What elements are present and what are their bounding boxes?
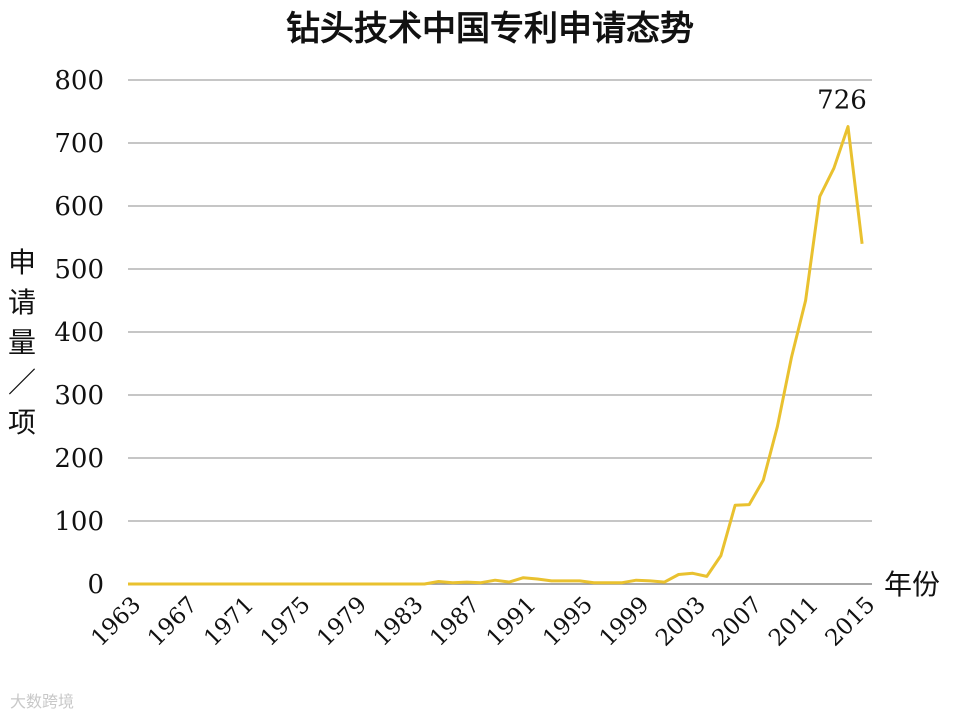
y-tick-label: 800 (54, 66, 104, 96)
x-tick-label: 1975 (256, 592, 316, 652)
y-tick-label: 300 (54, 381, 104, 411)
y-tick-label: 400 (54, 318, 104, 348)
y-tick-label: 0 (87, 570, 104, 600)
x-tick-label: 2011 (764, 592, 824, 652)
y-tick-label: 500 (54, 255, 104, 285)
x-tick-label: 1987 (425, 592, 485, 652)
y-tick-label: 200 (54, 444, 104, 474)
x-axis-label: 年份 (884, 568, 940, 601)
y-tick-labels: 0 100 200 300 400 500 600 700 800 (54, 66, 104, 600)
x-tick-labels: 1963196719711975197919831987199119951999… (86, 592, 880, 652)
y-axis-label-char: 量 (8, 326, 36, 359)
peak-data-label: 726 (817, 86, 867, 116)
x-tick-label: 1967 (143, 592, 203, 652)
x-tick-label: 1999 (595, 592, 655, 652)
y-axis-label: 申请量 ／ 项 (8, 246, 36, 439)
watermark-text: 大数跨境 (10, 692, 75, 711)
y-axis-label-char: 项 (8, 406, 36, 439)
x-tick-label: 1995 (538, 592, 598, 652)
y-tick-label: 100 (54, 507, 104, 537)
gridlines (128, 79, 872, 522)
x-tick-label: 2003 (651, 592, 711, 652)
x-tick-label: 1963 (86, 592, 146, 652)
x-tick-label: 1979 (312, 592, 372, 652)
y-axis-label-char: ／ (8, 366, 36, 399)
series-line (128, 125, 864, 586)
y-tick-label: 600 (54, 192, 104, 222)
x-tick-label: 1991 (482, 592, 542, 652)
chart-title: 钻头技术中国专利申请态势 (286, 9, 694, 49)
y-tick-label: 700 (54, 129, 104, 159)
x-tick-label: 1971 (199, 592, 259, 652)
x-tick-label: 2015 (821, 592, 881, 652)
y-axis-label-char: 申 (8, 246, 36, 279)
y-axis-label-char: 请 (8, 286, 36, 319)
x-tick-label: 2007 (708, 592, 768, 652)
x-tick-label: 1983 (369, 592, 429, 652)
